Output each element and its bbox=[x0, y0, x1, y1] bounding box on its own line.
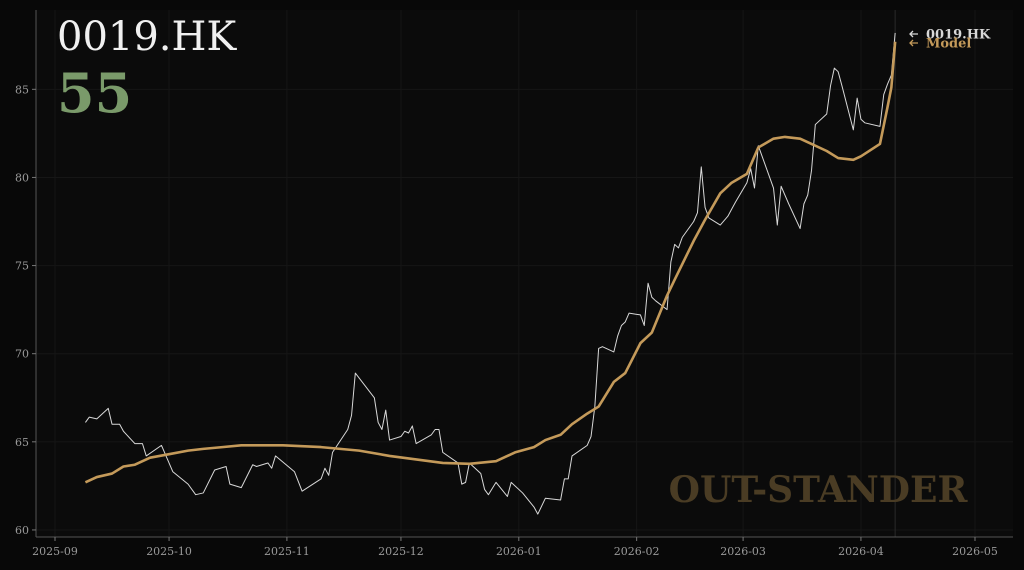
y-tick-label: 85 bbox=[15, 83, 29, 96]
legend-arrow bbox=[909, 39, 918, 47]
watermark: OUT-STANDER bbox=[669, 469, 969, 511]
x-tick-label: 2026-03 bbox=[720, 545, 766, 558]
x-tick-label: 2025-12 bbox=[378, 545, 424, 558]
y-tick-label: 75 bbox=[15, 260, 29, 273]
x-tick-label: 2026-02 bbox=[614, 545, 660, 558]
series-line bbox=[84, 41, 897, 484]
x-tick-label: 2026-05 bbox=[952, 545, 998, 558]
x-tick-label: 2026-01 bbox=[496, 545, 542, 558]
legend-label: Model bbox=[926, 37, 971, 52]
ticks: 60 65 70 75 80 85 2025-09 2025-10 2025-11 2025-12… bbox=[15, 83, 998, 558]
x-tick-label: 2026-04 bbox=[838, 545, 884, 558]
y-tick-label: 70 bbox=[15, 348, 29, 361]
legend-arrow bbox=[909, 30, 918, 38]
chart-title: 0019.HK bbox=[57, 14, 237, 60]
y-tick-label: 60 bbox=[15, 524, 29, 537]
legend-label: 0019.HK bbox=[926, 28, 991, 43]
series-line bbox=[85, 32, 896, 515]
y-tick-label: 80 bbox=[15, 171, 29, 184]
x-tick-label: 2025-11 bbox=[264, 545, 310, 558]
y-tick-label: 65 bbox=[15, 436, 29, 449]
grid bbox=[36, 10, 1013, 537]
score: 55 bbox=[57, 61, 132, 125]
lines bbox=[84, 32, 897, 515]
x-tick-label: 2025-10 bbox=[146, 545, 192, 558]
x-tick-label: 2025-09 bbox=[32, 545, 78, 558]
